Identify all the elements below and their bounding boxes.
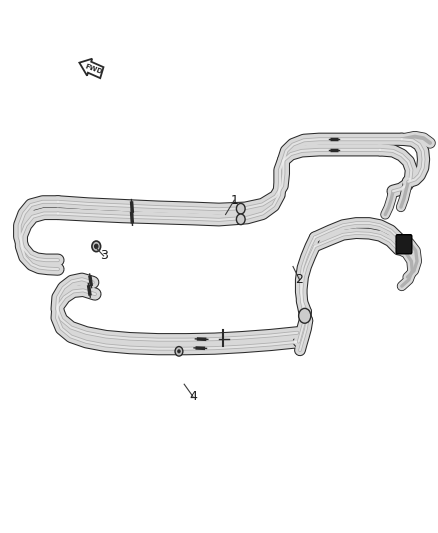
Text: 2: 2 bbox=[296, 273, 304, 286]
FancyBboxPatch shape bbox=[396, 235, 412, 254]
Circle shape bbox=[237, 204, 245, 214]
Text: FWD: FWD bbox=[84, 63, 103, 75]
Text: 4: 4 bbox=[189, 390, 197, 403]
Text: 3: 3 bbox=[100, 249, 108, 262]
Circle shape bbox=[299, 309, 311, 323]
Circle shape bbox=[237, 214, 245, 224]
Text: 1: 1 bbox=[230, 193, 238, 207]
Circle shape bbox=[175, 346, 183, 356]
Circle shape bbox=[178, 350, 180, 353]
Circle shape bbox=[92, 241, 101, 252]
Circle shape bbox=[95, 244, 98, 248]
